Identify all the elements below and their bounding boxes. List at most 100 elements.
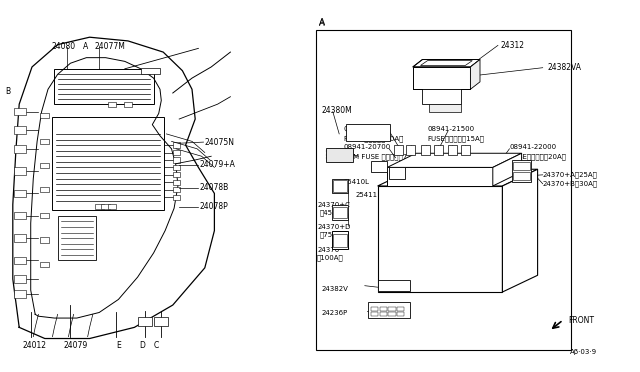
Bar [371, 161, 387, 172]
Bar [389, 167, 405, 179]
Bar [397, 307, 404, 311]
Bar [397, 312, 404, 316]
Bar [434, 145, 443, 155]
Text: 24080: 24080 [51, 42, 76, 51]
Text: （75A）: （75A） [320, 231, 342, 238]
Text: 25411: 25411 [356, 192, 378, 198]
Bar [333, 207, 347, 218]
Polygon shape [413, 89, 470, 104]
Bar [40, 237, 49, 243]
Text: 24370+C: 24370+C [317, 202, 350, 208]
Text: 24382M FUSE ヒューズ（7.5A）: 24382M FUSE ヒューズ（7.5A） [331, 153, 423, 160]
Text: 24079+A: 24079+A [200, 160, 236, 169]
Bar [108, 204, 116, 209]
Bar [14, 126, 26, 134]
Text: 24380M: 24380M [321, 106, 352, 115]
Polygon shape [387, 153, 522, 167]
Bar [14, 108, 26, 115]
Bar [124, 102, 132, 107]
Bar [14, 145, 26, 153]
Bar [173, 150, 180, 155]
Text: 24370+A（25A）: 24370+A（25A） [543, 171, 598, 178]
Polygon shape [413, 67, 470, 89]
Text: 24078B: 24078B [200, 183, 229, 192]
Text: Aβ·03·9: Aβ·03·9 [570, 349, 596, 355]
Text: 24079: 24079 [64, 341, 88, 350]
Bar [101, 204, 110, 209]
Text: 24078P: 24078P [200, 202, 228, 211]
Bar [14, 275, 26, 283]
Bar [368, 302, 410, 318]
Bar [332, 179, 348, 193]
Bar [461, 145, 470, 155]
Bar [173, 165, 180, 170]
Polygon shape [429, 104, 461, 112]
Bar [40, 139, 49, 144]
Polygon shape [413, 60, 480, 67]
Text: 25410L: 25410L [343, 179, 369, 185]
Polygon shape [387, 167, 493, 186]
Bar [14, 257, 26, 264]
Bar [326, 148, 353, 162]
Text: FUSEヒューズ（15A）: FUSEヒューズ（15A） [428, 135, 484, 142]
Bar [40, 262, 49, 267]
Bar [380, 307, 387, 311]
Polygon shape [470, 60, 480, 89]
Bar [14, 234, 26, 242]
Bar [394, 145, 403, 155]
Text: （100A）: （100A） [316, 254, 343, 261]
Bar [421, 145, 430, 155]
Bar [513, 172, 530, 180]
Text: 08941-22000: 08941-22000 [509, 144, 557, 150]
Text: 24077M: 24077M [95, 42, 125, 51]
Bar [173, 157, 180, 163]
Text: FRONT: FRONT [568, 316, 595, 325]
Bar [371, 312, 378, 316]
Text: E: E [116, 341, 121, 350]
Bar [108, 102, 116, 107]
Bar [346, 124, 390, 141]
Text: （45A）: （45A） [320, 209, 342, 216]
Text: 24382V: 24382V [321, 286, 348, 292]
Text: 24075N: 24075N [205, 138, 235, 147]
Bar [40, 187, 49, 192]
Polygon shape [378, 169, 538, 186]
Bar [388, 312, 396, 316]
Bar [173, 180, 180, 185]
Text: 08941-20700: 08941-20700 [344, 144, 391, 150]
Bar [316, 30, 571, 350]
Text: 24012: 24012 [22, 341, 47, 350]
Bar [58, 216, 96, 260]
Bar [371, 307, 378, 311]
Bar [173, 142, 180, 148]
Text: 24384M: 24384M [509, 212, 538, 218]
Bar [173, 172, 180, 177]
Text: 08941-21000: 08941-21000 [344, 126, 391, 132]
Bar [448, 145, 457, 155]
Bar [14, 290, 26, 298]
Bar [40, 213, 49, 218]
Bar [138, 317, 152, 326]
Text: D: D [140, 341, 145, 350]
Polygon shape [502, 169, 538, 292]
Bar [380, 312, 387, 316]
Bar [333, 234, 347, 247]
Bar [378, 280, 410, 291]
Text: A: A [319, 19, 324, 28]
Text: 24370: 24370 [317, 247, 340, 253]
Bar [332, 231, 348, 249]
Bar [40, 113, 49, 118]
Bar [406, 145, 415, 155]
Bar [173, 187, 180, 192]
Text: 24236P: 24236P [321, 310, 348, 316]
Bar [14, 212, 26, 219]
Bar [95, 204, 104, 209]
Polygon shape [378, 186, 502, 292]
Text: C: C [154, 341, 159, 350]
Polygon shape [493, 153, 522, 186]
Bar [54, 69, 154, 104]
Bar [154, 317, 168, 326]
Bar [173, 195, 180, 200]
Bar [14, 167, 26, 175]
Bar [333, 180, 347, 192]
